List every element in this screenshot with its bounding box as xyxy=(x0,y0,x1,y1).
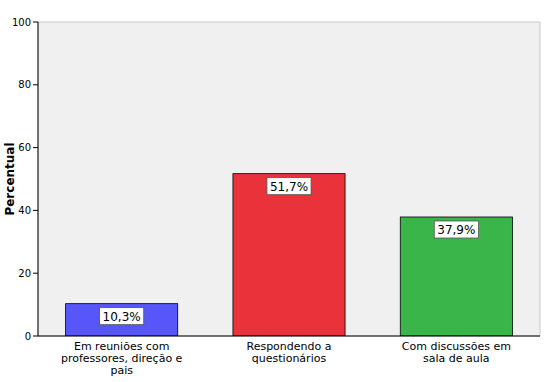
x-tick-label-line: questionários xyxy=(252,352,327,365)
x-tick-label-line: sala de aula xyxy=(423,352,490,365)
bars xyxy=(66,174,513,336)
bar xyxy=(400,217,512,336)
y-tick xyxy=(33,84,38,85)
data-label-box: 37,9% xyxy=(434,221,478,238)
y-tick xyxy=(33,273,38,274)
data-label: 10,3% xyxy=(103,310,141,324)
data-label: 51,7% xyxy=(270,180,308,194)
y-tick xyxy=(33,22,38,23)
x-tick-label-line: pais xyxy=(110,364,133,377)
x-tick-label: Com discussões emsala de aula xyxy=(402,340,511,365)
y-axis-line xyxy=(38,22,39,336)
y-axis-label: Percentual xyxy=(3,142,17,215)
x-tick-label: Respondendo aquestionários xyxy=(246,340,331,365)
data-label-bg xyxy=(100,308,144,325)
bar xyxy=(66,304,178,336)
y-tick-label: 80 xyxy=(18,79,31,90)
y-tick xyxy=(33,147,38,148)
y-tick-label: 40 xyxy=(18,205,31,216)
chart: 0 20 40 60 80 100 Percentual Em reuniões compro… xyxy=(0,0,544,382)
data-label-box: 51,7% xyxy=(267,178,311,195)
y-tick-label: 0 xyxy=(25,331,31,342)
y-tick-label: 20 xyxy=(18,268,31,279)
x-tick-label: Em reuniões comprofessores, direção epai… xyxy=(61,340,183,377)
bar xyxy=(233,174,345,336)
y-tick xyxy=(33,210,38,211)
data-label-bg xyxy=(434,221,478,238)
data-label-bg xyxy=(267,178,311,195)
data-label-box: 10,3% xyxy=(100,308,144,325)
x-axis-line xyxy=(38,336,540,337)
y-tick-label: 60 xyxy=(18,142,31,153)
plot-area xyxy=(38,22,540,336)
y-tick-label: 100 xyxy=(12,17,31,28)
data-label: 37,9% xyxy=(437,223,475,237)
y-tick xyxy=(33,336,38,337)
